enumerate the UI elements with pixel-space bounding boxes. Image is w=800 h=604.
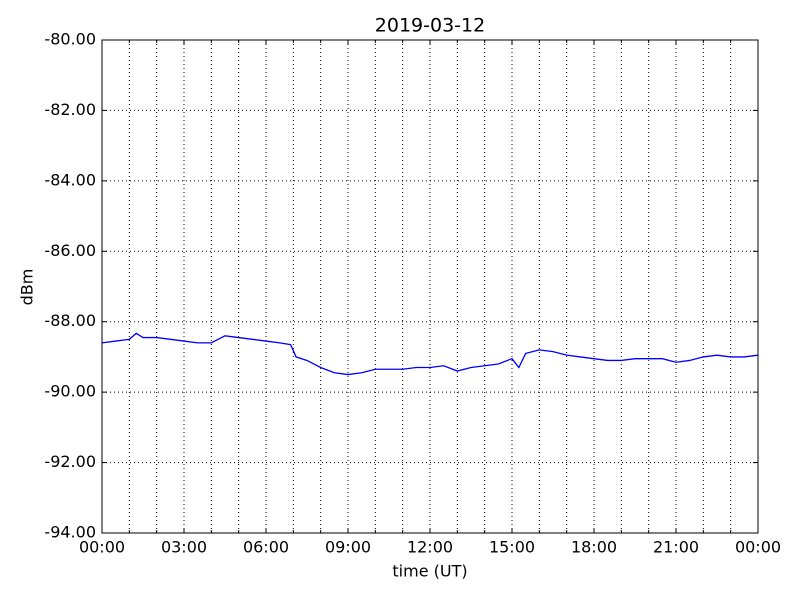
y-tick-label: -92.00: [44, 452, 96, 471]
x-tick-label: 00:00: [79, 538, 125, 557]
chart-title: 2019-03-12: [375, 15, 485, 37]
y-tick-label: -94.00: [44, 523, 96, 542]
y-axis-label: dBm: [18, 269, 37, 306]
x-tick-label: 06:00: [243, 538, 289, 557]
x-tick-label: 21:00: [653, 538, 699, 557]
data-line: [101, 332, 759, 376]
x-tick-label: 00:00: [735, 538, 781, 557]
y-tick-label: -84.00: [44, 170, 96, 189]
y-tick-label: -82.00: [44, 100, 96, 119]
x-tick-label: 18:00: [571, 538, 617, 557]
y-tick-label: -86.00: [44, 241, 96, 260]
y-tick-label: -90.00: [44, 382, 96, 401]
plot-frame: [101, 39, 759, 534]
x-tick-label: 03:00: [161, 538, 207, 557]
x-tick-label: 15:00: [489, 538, 535, 557]
y-tick-label: -88.00: [44, 311, 96, 330]
x-axis-label: time (UT): [392, 562, 467, 581]
y-tick-label: -80.00: [44, 30, 96, 49]
x-tick-label: 12:00: [407, 538, 453, 557]
x-tick-label: 09:00: [325, 538, 371, 557]
